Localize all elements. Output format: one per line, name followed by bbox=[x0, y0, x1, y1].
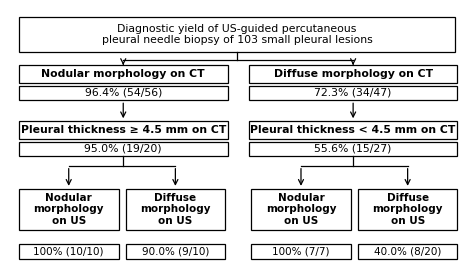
FancyBboxPatch shape bbox=[358, 189, 457, 230]
FancyBboxPatch shape bbox=[126, 244, 225, 259]
FancyBboxPatch shape bbox=[249, 65, 457, 83]
FancyBboxPatch shape bbox=[19, 142, 228, 156]
Text: 95.0% (19/20): 95.0% (19/20) bbox=[84, 144, 162, 154]
Text: 96.4% (54/56): 96.4% (54/56) bbox=[84, 88, 162, 98]
FancyBboxPatch shape bbox=[19, 17, 455, 52]
Text: 72.3% (34/47): 72.3% (34/47) bbox=[314, 88, 392, 98]
FancyBboxPatch shape bbox=[19, 85, 228, 100]
Text: Nodular
morphology
on US: Nodular morphology on US bbox=[34, 193, 104, 226]
Text: Pleural thickness ≥ 4.5 mm on CT: Pleural thickness ≥ 4.5 mm on CT bbox=[20, 125, 226, 135]
Text: Nodular morphology on CT: Nodular morphology on CT bbox=[41, 69, 205, 79]
FancyBboxPatch shape bbox=[249, 85, 457, 100]
FancyBboxPatch shape bbox=[249, 142, 457, 156]
Text: 40.0% (8/20): 40.0% (8/20) bbox=[374, 246, 441, 257]
FancyBboxPatch shape bbox=[126, 189, 225, 230]
FancyBboxPatch shape bbox=[358, 244, 457, 259]
FancyBboxPatch shape bbox=[19, 121, 228, 139]
Text: Diffuse
morphology
on US: Diffuse morphology on US bbox=[373, 193, 443, 226]
Text: Nodular
morphology
on US: Nodular morphology on US bbox=[266, 193, 336, 226]
FancyBboxPatch shape bbox=[19, 189, 118, 230]
Text: 55.6% (15/27): 55.6% (15/27) bbox=[314, 144, 392, 154]
FancyBboxPatch shape bbox=[19, 244, 118, 259]
FancyBboxPatch shape bbox=[19, 65, 228, 83]
Text: Pleural thickness < 4.5 mm on CT: Pleural thickness < 4.5 mm on CT bbox=[250, 125, 456, 135]
FancyBboxPatch shape bbox=[249, 121, 457, 139]
Text: 100% (10/10): 100% (10/10) bbox=[34, 246, 104, 257]
Text: Diffuse
morphology
on US: Diffuse morphology on US bbox=[140, 193, 210, 226]
Text: Diagnostic yield of US-guided percutaneous
pleural needle biopsy of 103 small pl: Diagnostic yield of US-guided percutaneo… bbox=[101, 24, 373, 45]
Text: 100% (7/7): 100% (7/7) bbox=[272, 246, 330, 257]
Text: 90.0% (9/10): 90.0% (9/10) bbox=[142, 246, 209, 257]
FancyBboxPatch shape bbox=[251, 189, 351, 230]
Text: Diffuse morphology on CT: Diffuse morphology on CT bbox=[273, 69, 433, 79]
FancyBboxPatch shape bbox=[251, 244, 351, 259]
